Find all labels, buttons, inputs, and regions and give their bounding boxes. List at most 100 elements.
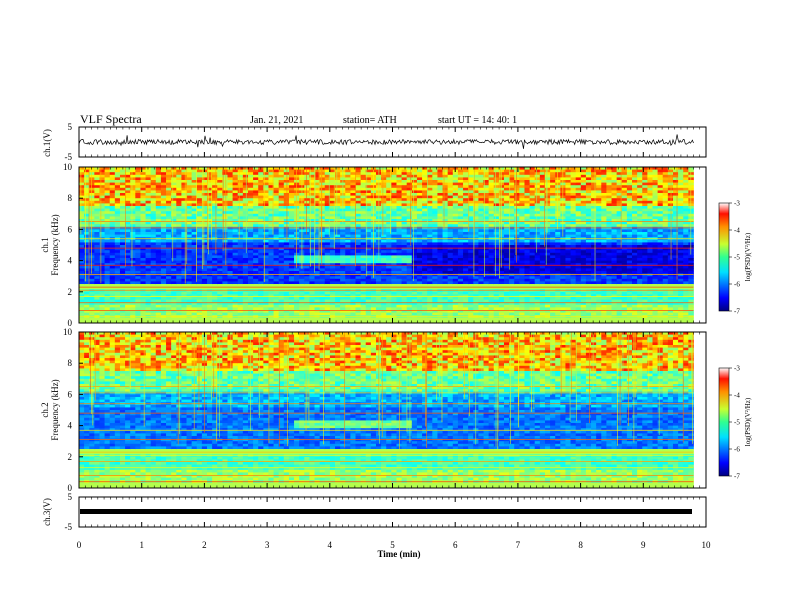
ch1-ytick-top: 5 bbox=[68, 122, 73, 132]
spectrogram-cell bbox=[84, 271, 90, 274]
spectrogram-cell bbox=[457, 182, 464, 186]
spectrogram-cell bbox=[89, 211, 95, 215]
spectrogram-cell bbox=[340, 302, 346, 306]
spectrogram-cell bbox=[207, 304, 213, 308]
spectrogram-cell bbox=[145, 304, 152, 308]
spectrogram-cell bbox=[381, 281, 387, 285]
spectrogram-cell bbox=[273, 310, 280, 313]
spectrogram-cell bbox=[457, 289, 464, 293]
spectrogram-cell bbox=[176, 317, 182, 321]
spectrogram-cell bbox=[273, 206, 280, 209]
spectrogram-cell bbox=[365, 250, 372, 254]
spectrogram-cell bbox=[452, 276, 459, 280]
spectrogram-cell bbox=[140, 211, 146, 215]
spectrogram-cell bbox=[222, 268, 228, 272]
spectrogram-cell bbox=[176, 195, 182, 199]
spectrogram-cell bbox=[324, 245, 331, 248]
spectrogram-cell bbox=[104, 221, 111, 225]
spectrogram-cell bbox=[386, 247, 392, 251]
spectrogram-cell bbox=[84, 195, 90, 199]
spectrogram-cell bbox=[207, 278, 213, 282]
spectrogram-cell bbox=[314, 221, 321, 225]
spectrogram-cell bbox=[442, 289, 449, 293]
spectrogram-cell bbox=[381, 297, 387, 300]
spectrogram-cell bbox=[94, 190, 100, 194]
spectrogram-cell bbox=[386, 172, 392, 176]
spectrogram-cell bbox=[186, 302, 193, 306]
spectrogram-cell bbox=[314, 317, 321, 321]
spectrogram-cell bbox=[335, 167, 341, 170]
spectrogram-cell bbox=[314, 211, 321, 215]
spectrogram-cell bbox=[350, 167, 356, 170]
spectrogram-cell bbox=[135, 169, 141, 173]
spectrogram-cell bbox=[360, 276, 367, 280]
spectrogram-cell bbox=[283, 172, 290, 176]
spectrogram-cell bbox=[299, 304, 305, 308]
spectrogram-cell bbox=[381, 273, 387, 277]
spectrogram-cell bbox=[150, 265, 157, 269]
spectrogram-cell bbox=[432, 245, 438, 248]
spectrogram-cell bbox=[350, 271, 356, 274]
spectrogram-cell bbox=[186, 185, 193, 189]
spectrogram-cell bbox=[345, 276, 351, 280]
spectrogram-cell bbox=[237, 206, 244, 209]
spectrogram-cell bbox=[227, 286, 234, 290]
spectrogram-cell bbox=[227, 281, 234, 285]
spectrogram-cell bbox=[237, 219, 244, 222]
spectrogram-cell bbox=[145, 286, 152, 290]
spectrogram-cell bbox=[191, 174, 198, 178]
spectrogram-cell bbox=[237, 200, 244, 204]
spectrogram-cell bbox=[79, 265, 85, 269]
spectrogram-cell bbox=[463, 219, 469, 222]
spectrogram-cell bbox=[283, 255, 290, 259]
spectrogram-cell bbox=[345, 174, 351, 178]
spectrogram-cell bbox=[324, 276, 331, 280]
spectrogram-cell bbox=[130, 229, 136, 233]
spectrogram-cell bbox=[196, 229, 203, 233]
spectrogram-cell bbox=[283, 167, 290, 170]
spectrogram-cell bbox=[258, 260, 264, 264]
spectrogram-cell bbox=[452, 180, 459, 183]
spectrogram-cell bbox=[447, 198, 454, 202]
spectrogram-cell bbox=[278, 213, 285, 217]
spectrogram-cell bbox=[99, 216, 105, 220]
spectrogram-cell bbox=[319, 302, 326, 306]
spectrogram-cell bbox=[294, 273, 300, 277]
spectrogram-cell bbox=[145, 226, 152, 230]
spectrogram-cell bbox=[478, 172, 484, 176]
spectrogram-cell bbox=[335, 317, 341, 321]
spectrogram-cell bbox=[478, 307, 484, 311]
spectrogram-cell bbox=[273, 169, 280, 173]
spectrogram-cell bbox=[483, 182, 490, 186]
spectrogram-cell bbox=[406, 213, 413, 217]
spectrogram-cell bbox=[468, 304, 474, 308]
spectrogram-cell bbox=[268, 208, 274, 212]
spectrogram-cell bbox=[114, 224, 121, 228]
spectrogram-cell bbox=[401, 216, 408, 220]
spectrogram-cell bbox=[381, 312, 387, 316]
spectrogram-cell bbox=[427, 195, 433, 199]
spectrogram-cell bbox=[288, 310, 295, 313]
spectrogram-cell bbox=[278, 203, 285, 207]
spectrogram-cell bbox=[201, 250, 208, 254]
spectrogram-cell bbox=[304, 229, 310, 233]
spectrogram-cell bbox=[130, 304, 136, 308]
spectrogram-cell bbox=[452, 234, 459, 238]
spectrogram-cell bbox=[411, 286, 418, 290]
spectrogram-cell bbox=[304, 299, 310, 303]
spectrogram-cell bbox=[288, 320, 295, 324]
spectrogram-cell bbox=[94, 291, 100, 295]
spectrogram-cell bbox=[150, 276, 157, 280]
spectrogram-cell bbox=[84, 172, 90, 176]
spectrogram-cell bbox=[365, 232, 372, 235]
spectrogram-cell bbox=[288, 180, 295, 183]
spectrogram-cell bbox=[201, 229, 208, 233]
spectrogram-cell bbox=[186, 239, 193, 243]
spectrogram-cell bbox=[483, 190, 490, 194]
spectrogram-cell bbox=[99, 167, 105, 170]
spectrogram-cell bbox=[324, 206, 331, 209]
spectrogram-cell bbox=[237, 203, 244, 207]
spectrogram-cell bbox=[314, 232, 321, 235]
spectrogram-cell bbox=[345, 167, 351, 170]
spectrogram-cell bbox=[427, 268, 433, 272]
